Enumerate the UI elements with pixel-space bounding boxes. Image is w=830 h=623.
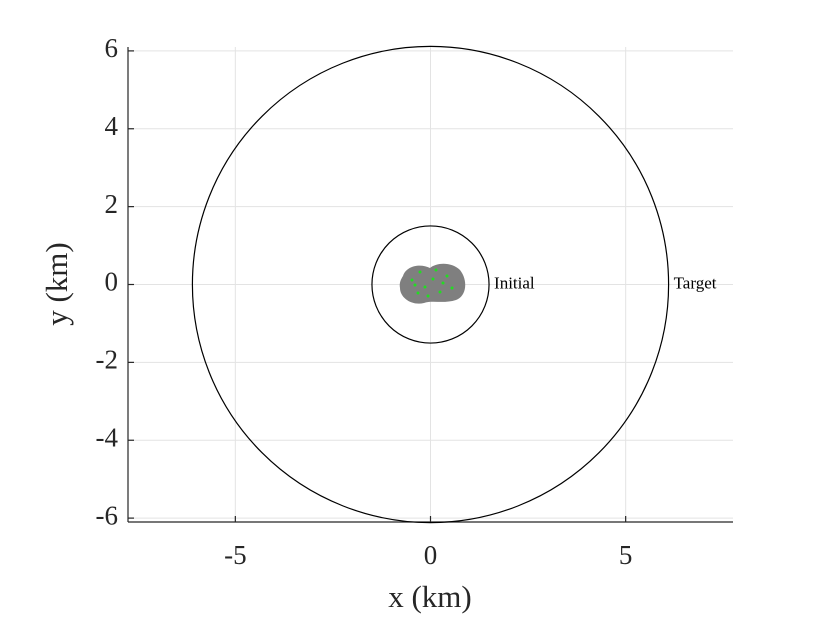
- x-tick-label: 5: [619, 540, 633, 570]
- circle-label: Target: [674, 273, 717, 292]
- y-axis-label: y (km): [39, 242, 74, 326]
- circle: [371, 225, 490, 344]
- x-tick-label: 0: [424, 540, 438, 570]
- x-tick-label: -5: [224, 540, 247, 570]
- circle: [191, 45, 670, 524]
- y-tick-label: 6: [105, 33, 119, 63]
- y-tick-label: 4: [105, 111, 119, 141]
- y-tick-label: -2: [96, 345, 119, 375]
- asteroid-body: [399, 263, 466, 304]
- x-axis-label: x (km): [388, 579, 472, 614]
- asteroid-points: [410, 268, 454, 298]
- y-tick-label: -6: [96, 500, 119, 530]
- y-tick-label: 0: [105, 267, 119, 297]
- circle-label: Initial: [494, 273, 535, 292]
- asteroid: [399, 263, 466, 304]
- y-tick-label: -4: [96, 422, 119, 452]
- y-tick-label: 2: [105, 189, 119, 219]
